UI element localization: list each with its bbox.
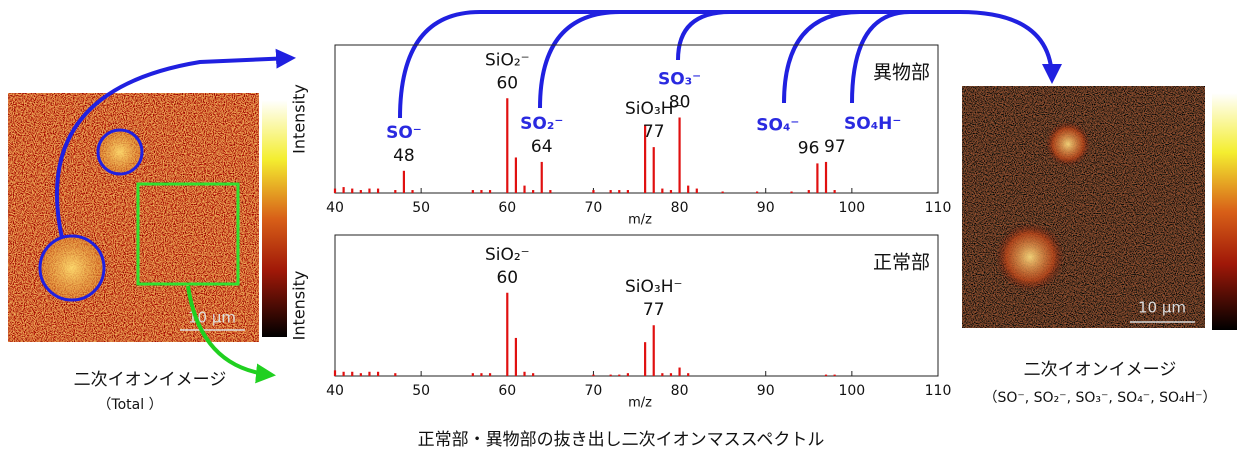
figure-caption: 正常部・異物部の抜き出し二次イオンマススペクトル	[418, 430, 825, 450]
peak-ion: SO₄H⁻	[844, 114, 901, 134]
total-ion-image	[8, 93, 259, 342]
arrow	[852, 12, 910, 103]
s-ion-image	[962, 86, 1205, 328]
image-subcaption: （SO⁻, SO₂⁻, SO₃⁻, SO₄⁻, SO₄H⁻）	[983, 390, 1216, 406]
x-tick-label: 90	[757, 383, 775, 399]
x-tick-label: 40	[326, 383, 344, 399]
region-label: 正常部	[873, 252, 930, 274]
peak-mass: 64	[531, 137, 553, 157]
x-tick-label: 70	[585, 383, 603, 399]
x-tick-label: 50	[412, 383, 430, 399]
x-tick-label: 110	[925, 200, 952, 216]
spot	[996, 223, 1064, 291]
peak-ion: SO₂⁻	[520, 114, 563, 134]
peak-mass: 60	[496, 73, 518, 93]
x-tick-label: 40	[326, 200, 344, 216]
x-tick-label: 60	[498, 200, 516, 216]
spot	[1046, 122, 1090, 166]
y-axis-label: Intensity	[290, 271, 309, 341]
peak-mass: 48	[393, 146, 415, 166]
scale-label: 10 μm	[1138, 299, 1186, 317]
x-tick-label: 80	[671, 383, 689, 399]
arrow	[784, 12, 860, 103]
x-tick-label: 80	[671, 200, 689, 216]
peak-ion: SiO₂⁻	[485, 50, 530, 70]
x-tick-label: 100	[838, 200, 865, 216]
x-axis-label: m/z	[628, 213, 652, 228]
peak-mass: 80	[669, 93, 691, 113]
region-label: 異物部	[873, 62, 930, 84]
image-caption: 二次イオンイメージ	[1024, 360, 1177, 380]
peak-ion: SO⁻	[386, 123, 422, 143]
peak-ion: SiO₂⁻	[485, 245, 530, 265]
x-tick-label: 70	[585, 200, 603, 216]
peak-mass: 77	[643, 122, 665, 142]
figure: 10 μm 二次イオンイメージ （Total ） 10 μm 二次イオンイメージ…	[0, 0, 1243, 460]
peak-mass: 96	[798, 138, 820, 158]
x-tick-label: 90	[757, 200, 775, 216]
x-tick-label: 60	[498, 383, 516, 399]
x-tick-label: 100	[838, 383, 865, 399]
y-axis-label: Intensity	[290, 84, 309, 154]
image-subcaption: （Total ）	[97, 397, 162, 413]
arrow	[540, 12, 620, 108]
colorbar	[1212, 93, 1237, 330]
image-caption: 二次イオンイメージ	[74, 370, 227, 390]
plot-frame	[335, 235, 938, 376]
x-tick-label: 110	[925, 383, 952, 399]
peak-ion: SO₄⁻	[756, 115, 799, 135]
arrow	[678, 12, 730, 60]
peak-mass: 97	[824, 137, 846, 157]
peak-ion: SO₃⁻	[658, 70, 701, 90]
x-tick-label: 50	[412, 200, 430, 216]
colorbar	[262, 100, 287, 337]
peak-ion: SiO₃H⁻	[625, 277, 682, 297]
peak-mass: 60	[496, 268, 518, 288]
x-axis-label: m/z	[628, 396, 652, 411]
peak-mass: 77	[643, 300, 665, 320]
